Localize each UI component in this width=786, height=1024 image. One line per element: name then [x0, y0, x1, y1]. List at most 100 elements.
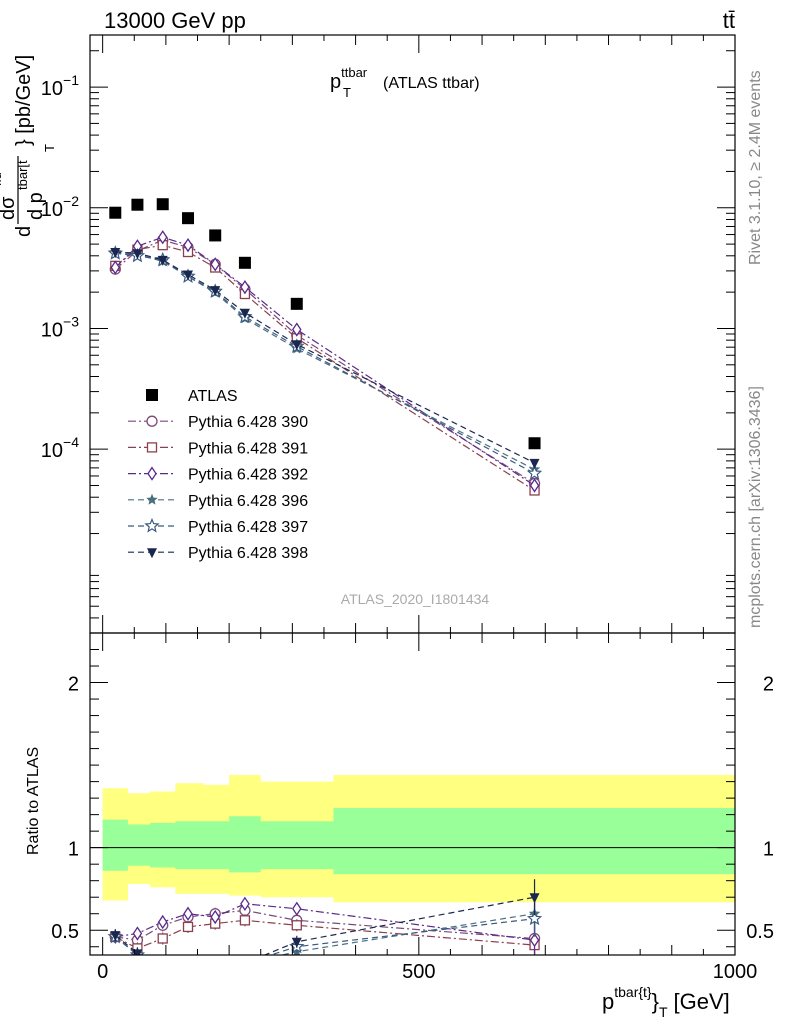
ratio-stat-uncertainty-band — [102, 808, 735, 875]
ratio-series-391-line — [115, 919, 535, 950]
main-series-391-line — [114, 244, 535, 492]
legend-item-392-label: Pythia 6.428 392 — [188, 467, 308, 484]
ratio-series-396-point — [157, 964, 168, 975]
ratio-y-tick-label-right: 2 — [763, 674, 774, 696]
ratio-series-392-point — [183, 906, 193, 921]
main-series-atlas-point — [290, 297, 303, 310]
main-series-392-point — [210, 257, 220, 272]
ratio-series-392-point — [529, 932, 540, 948]
header-right: tt̄ — [723, 8, 735, 33]
ratio-series-392-point — [210, 909, 220, 925]
ratio-series-391-point — [182, 921, 194, 933]
ratio-series-397-point — [209, 957, 221, 969]
x-axis-label: ptbar{t}}T [GeV] — [602, 984, 730, 1020]
ratio-series-398-point — [110, 931, 121, 942]
main-y-tick-label: 10−1 — [41, 72, 79, 100]
main-series-392-point — [240, 279, 250, 295]
main-series-392-point — [110, 260, 121, 275]
legend-item-397-marker — [144, 517, 160, 533]
main-series-atlas-point — [528, 437, 541, 450]
main-series-398-point — [110, 248, 121, 259]
xlabel-sub: T — [659, 1004, 668, 1020]
ylabel-T: T — [42, 144, 57, 152]
legend: ATLAS Pythia 6.428 390 Pythia 6.428 391 Pyt… — [128, 388, 308, 562]
main-title: pttbar T (ATLAS ttbar) — [330, 65, 480, 100]
ylabel-fid: fid — [0, 172, 4, 186]
ylabel-unit: } [pb/GeV] — [13, 55, 35, 146]
ylabel-tbar: tbar[t — [15, 160, 30, 190]
main-panel-frame — [89, 34, 736, 634]
main-y-tick-label: 10−4 — [41, 434, 79, 462]
legend-item-390-marker — [146, 415, 158, 427]
main-series-atlas-point — [182, 212, 195, 225]
ratio-series-396-line — [114, 913, 535, 955]
ratio-series-398-point — [158, 963, 168, 973]
x-tick-label: 0 — [97, 961, 108, 983]
legend-item-397-label: Pythia 6.428 397 — [188, 519, 308, 536]
main-title-rest: (ATLAS ttbar) — [383, 75, 480, 92]
ratio-y-tick-label-right: 1 — [763, 839, 774, 861]
main-y-tick-label: 10−2 — [41, 193, 79, 221]
ratio-series-392-point — [157, 914, 168, 930]
main-series-392-point — [529, 478, 540, 493]
main-series-392-point — [183, 237, 193, 253]
main-series-atlas-point — [209, 229, 222, 242]
main-series-398-point — [529, 458, 540, 469]
main-series-392-line — [114, 236, 535, 487]
main-title-sup: ttbar — [341, 65, 368, 80]
ratio-series-398-point — [240, 959, 250, 969]
main-title-sub: T — [343, 85, 351, 100]
main-series-398-point — [291, 340, 302, 351]
main-series-396-line — [115, 251, 535, 470]
ratio-series-398-point — [183, 959, 193, 969]
main-series-398-point — [157, 255, 168, 266]
legend-item-396-marker — [146, 493, 158, 505]
xlabel-main: p — [602, 989, 614, 1014]
main-series-397-point — [526, 465, 543, 481]
side-label-mcplots: mcplots.cern.ch [arXiv:1306.3436] — [747, 386, 764, 628]
ylabel-dp: d p — [25, 192, 47, 220]
ratio-series-398-point — [132, 949, 143, 955]
main-series-atlas-point — [131, 198, 144, 211]
ratio-series-397-point — [239, 957, 251, 969]
ratio-series-397-point — [526, 910, 543, 926]
xlabel-sup: tbar{t} — [614, 984, 652, 1000]
legend-item-391-marker — [146, 442, 158, 453]
main-series-397-line — [115, 252, 535, 474]
ratio-panel: 0.5 0.5 1 1 2 2 0 500 1000 Ratio to ATLAS ptbar{… — [25, 632, 774, 1020]
main-series-392-point — [157, 230, 168, 245]
main-series-398-point — [132, 249, 143, 260]
main-series-atlas-point — [156, 198, 169, 211]
ratio-y-tick-label-left: 0.5 — [51, 921, 79, 943]
ratio-series-392-point — [240, 896, 250, 911]
legend-item-398-label: Pythia 6.428 398 — [188, 545, 308, 562]
ratio-plot-area — [90, 775, 735, 975]
ratio-panel-axes: 0.5 0.5 1 1 2 2 0 500 1000 — [51, 633, 774, 983]
ratio-panel-content — [90, 775, 735, 975]
main-series-398-point — [239, 308, 250, 319]
ratio-series-396-point — [182, 957, 193, 968]
xlabel-close: } — [652, 989, 659, 1014]
legend-item-392-marker — [147, 466, 157, 481]
legend-item-396-label: Pythia 6.428 396 — [188, 493, 308, 510]
ratio-series-396-point — [239, 957, 250, 968]
ratio-y-tick-label-right: 0.5 — [746, 921, 774, 943]
ratio-y-tick-label-left: 2 — [68, 674, 79, 696]
main-series-atlas-point — [109, 206, 122, 219]
main-series-398-line — [115, 251, 535, 464]
legend-item-atlas-label: ATLAS — [188, 388, 238, 405]
main-y-axis-label: d dσ fid d p tbar[t T } [pb/GeV] — [0, 55, 57, 237]
ratio-series-391-point — [291, 920, 302, 931]
ratio-series-392-line — [115, 903, 535, 941]
ratio-series-398-point — [529, 893, 540, 904]
x-tick-label: 500 — [402, 961, 435, 983]
ylabel-d: d — [13, 226, 35, 237]
ratio-series-398-point — [210, 959, 220, 969]
ratio-series-396-point — [210, 957, 221, 968]
ratio-y-tick-label-left: 1 — [68, 839, 79, 861]
main-title-main: p — [330, 71, 341, 93]
main-series-atlas-point — [238, 256, 251, 269]
side-label-rivet: Rivet 3.1.10, ≥ 2.4M events — [747, 70, 764, 265]
main-y-tick-label: 10−3 — [41, 313, 79, 341]
main-series-398-point — [210, 286, 221, 297]
